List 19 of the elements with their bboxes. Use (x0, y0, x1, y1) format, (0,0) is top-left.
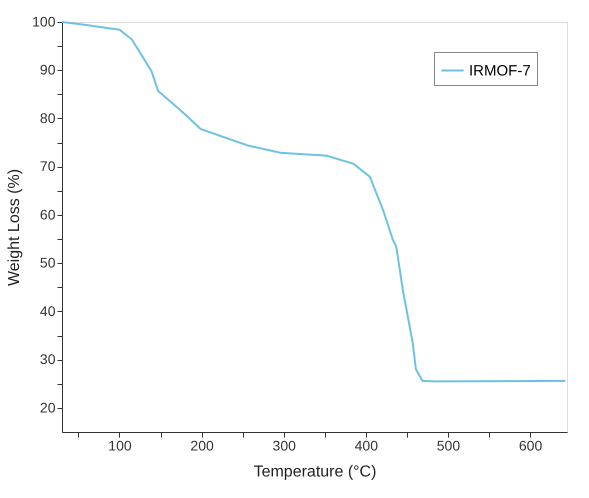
x-tick-label: 600 (518, 438, 542, 454)
y-tick-label: 80 (40, 110, 56, 126)
y-axis-title: Weight Loss (%) (6, 168, 24, 286)
x-tick-label: 500 (436, 438, 460, 454)
legend-label: IRMOF-7 (469, 62, 531, 80)
x-tick-label: 300 (272, 438, 296, 454)
y-tick-label: 60 (40, 206, 56, 222)
x-tick-label: 200 (190, 438, 214, 454)
y-tick-label: 90 (40, 62, 56, 78)
x-tick-label: 100 (108, 438, 132, 454)
y-tick-label: 40 (40, 302, 56, 319)
y-tick-label: 20 (40, 399, 56, 416)
y-tick-label: 100 (32, 14, 56, 30)
y-tick-label: 30 (40, 351, 56, 368)
line-series (61, 21, 566, 382)
y-tick-label: 50 (40, 254, 56, 271)
x-axis-title: Temperature (°C) (254, 464, 376, 480)
y-tick-label: 70 (40, 158, 56, 174)
x-tick-label: 400 (354, 438, 378, 454)
